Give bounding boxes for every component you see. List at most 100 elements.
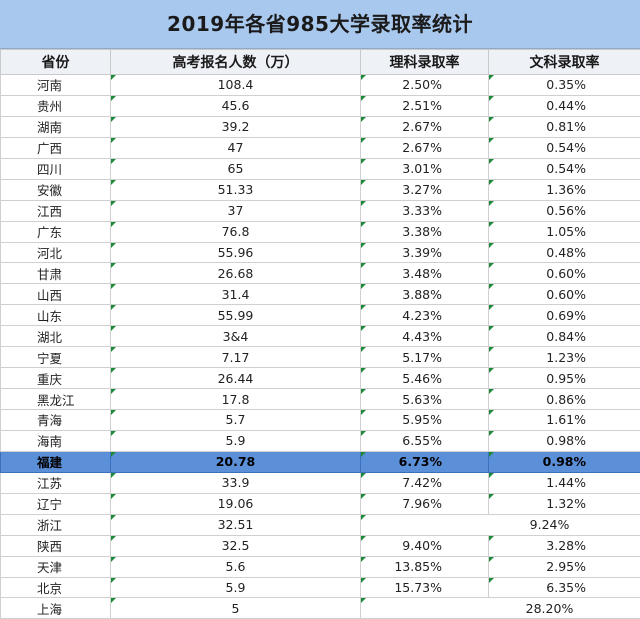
- header-province[interactable]: 省份: [1, 50, 111, 75]
- header-arts-rate[interactable]: 文科录取率: [489, 50, 640, 75]
- arts-rate-cell[interactable]: 0.44%: [489, 95, 640, 116]
- science-rate-cell[interactable]: 7.96%: [361, 493, 489, 514]
- arts-rate-cell[interactable]: 0.86%: [489, 389, 640, 410]
- province-cell[interactable]: 北京: [1, 577, 111, 598]
- science-rate-cell[interactable]: 3.27%: [361, 179, 489, 200]
- applicants-cell[interactable]: 55.96: [111, 242, 361, 263]
- science-rate-cell[interactable]: 4.23%: [361, 305, 489, 326]
- applicants-cell[interactable]: 26.68: [111, 263, 361, 284]
- province-cell[interactable]: 湖南: [1, 116, 111, 137]
- science-rate-cell[interactable]: 2.51%: [361, 95, 489, 116]
- science-rate-cell[interactable]: 9.40%: [361, 535, 489, 556]
- province-cell[interactable]: 广东: [1, 221, 111, 242]
- applicants-cell[interactable]: 5.9: [111, 430, 361, 451]
- province-cell[interactable]: 重庆: [1, 368, 111, 389]
- applicants-cell[interactable]: 37: [111, 200, 361, 221]
- province-cell[interactable]: 山东: [1, 305, 111, 326]
- applicants-cell[interactable]: 31.4: [111, 284, 361, 305]
- applicants-cell[interactable]: 65: [111, 158, 361, 179]
- arts-rate-cell[interactable]: 1.44%: [489, 472, 640, 493]
- arts-rate-cell[interactable]: 0.60%: [489, 263, 640, 284]
- applicants-cell[interactable]: 32.51: [111, 514, 361, 535]
- science-rate-cell[interactable]: 3.39%: [361, 242, 489, 263]
- science-rate-cell[interactable]: 3.38%: [361, 221, 489, 242]
- applicants-cell[interactable]: 5.7: [111, 410, 361, 431]
- science-rate-cell[interactable]: 6.73%: [361, 451, 489, 472]
- applicants-cell[interactable]: 5.9: [111, 577, 361, 598]
- province-cell[interactable]: 海南: [1, 430, 111, 451]
- province-cell[interactable]: 安徽: [1, 179, 111, 200]
- arts-rate-cell[interactable]: 1.05%: [489, 221, 640, 242]
- arts-rate-cell[interactable]: 0.98%: [489, 451, 640, 472]
- province-cell[interactable]: 浙江: [1, 514, 111, 535]
- science-rate-cell[interactable]: 3.48%: [361, 263, 489, 284]
- arts-rate-cell[interactable]: 0.60%: [489, 284, 640, 305]
- applicants-cell[interactable]: 3&4: [111, 326, 361, 347]
- arts-rate-cell[interactable]: 0.69%: [489, 305, 640, 326]
- science-rate-cell[interactable]: 4.43%: [361, 326, 489, 347]
- arts-rate-cell[interactable]: 1.61%: [489, 410, 640, 431]
- province-cell[interactable]: 天津: [1, 556, 111, 577]
- applicants-cell[interactable]: 5: [111, 598, 361, 619]
- arts-rate-cell[interactable]: 0.48%: [489, 242, 640, 263]
- province-cell[interactable]: 四川: [1, 158, 111, 179]
- province-cell[interactable]: 湖北: [1, 326, 111, 347]
- science-rate-cell[interactable]: 2.50%: [361, 75, 489, 96]
- science-rate-cell[interactable]: 15.73%: [361, 577, 489, 598]
- science-rate-cell[interactable]: 5.95%: [361, 410, 489, 431]
- header-applicants[interactable]: 高考报名人数（万）: [111, 50, 361, 75]
- science-rate-cell[interactable]: 6.55%: [361, 430, 489, 451]
- arts-rate-cell[interactable]: 1.36%: [489, 179, 640, 200]
- applicants-cell[interactable]: 76.8: [111, 221, 361, 242]
- applicants-cell[interactable]: 26.44: [111, 368, 361, 389]
- arts-rate-cell[interactable]: 0.56%: [489, 200, 640, 221]
- province-cell[interactable]: 宁夏: [1, 347, 111, 368]
- merged-rate-cell[interactable]: 9.24%: [361, 514, 640, 535]
- province-cell[interactable]: 辽宁: [1, 493, 111, 514]
- province-cell[interactable]: 福建: [1, 451, 111, 472]
- arts-rate-cell[interactable]: 0.54%: [489, 137, 640, 158]
- science-rate-cell[interactable]: 3.88%: [361, 284, 489, 305]
- applicants-cell[interactable]: 33.9: [111, 472, 361, 493]
- province-cell[interactable]: 山西: [1, 284, 111, 305]
- applicants-cell[interactable]: 47: [111, 137, 361, 158]
- arts-rate-cell[interactable]: 0.95%: [489, 368, 640, 389]
- arts-rate-cell[interactable]: 1.32%: [489, 493, 640, 514]
- applicants-cell[interactable]: 39.2: [111, 116, 361, 137]
- applicants-cell[interactable]: 51.33: [111, 179, 361, 200]
- province-cell[interactable]: 上海: [1, 598, 111, 619]
- applicants-cell[interactable]: 32.5: [111, 535, 361, 556]
- science-rate-cell[interactable]: 2.67%: [361, 116, 489, 137]
- province-cell[interactable]: 河北: [1, 242, 111, 263]
- arts-rate-cell[interactable]: 0.98%: [489, 430, 640, 451]
- applicants-cell[interactable]: 55.99: [111, 305, 361, 326]
- applicants-cell[interactable]: 5.6: [111, 556, 361, 577]
- merged-rate-cell[interactable]: 28.20%: [361, 598, 640, 619]
- science-rate-cell[interactable]: 5.63%: [361, 389, 489, 410]
- header-science-rate[interactable]: 理科录取率: [361, 50, 489, 75]
- province-cell[interactable]: 黑龙江: [1, 389, 111, 410]
- science-rate-cell[interactable]: 7.42%: [361, 472, 489, 493]
- arts-rate-cell[interactable]: 0.35%: [489, 75, 640, 96]
- province-cell[interactable]: 陕西: [1, 535, 111, 556]
- science-rate-cell[interactable]: 5.17%: [361, 347, 489, 368]
- arts-rate-cell[interactable]: 1.23%: [489, 347, 640, 368]
- applicants-cell[interactable]: 17.8: [111, 389, 361, 410]
- science-rate-cell[interactable]: 3.33%: [361, 200, 489, 221]
- science-rate-cell[interactable]: 3.01%: [361, 158, 489, 179]
- province-cell[interactable]: 甘肃: [1, 263, 111, 284]
- province-cell[interactable]: 贵州: [1, 95, 111, 116]
- applicants-cell[interactable]: 45.6: [111, 95, 361, 116]
- arts-rate-cell[interactable]: 2.95%: [489, 556, 640, 577]
- applicants-cell[interactable]: 108.4: [111, 75, 361, 96]
- province-cell[interactable]: 广西: [1, 137, 111, 158]
- arts-rate-cell[interactable]: 6.35%: [489, 577, 640, 598]
- arts-rate-cell[interactable]: 0.81%: [489, 116, 640, 137]
- arts-rate-cell[interactable]: 3.28%: [489, 535, 640, 556]
- province-cell[interactable]: 河南: [1, 75, 111, 96]
- province-cell[interactable]: 青海: [1, 410, 111, 431]
- arts-rate-cell[interactable]: 0.54%: [489, 158, 640, 179]
- science-rate-cell[interactable]: 2.67%: [361, 137, 489, 158]
- arts-rate-cell[interactable]: 0.84%: [489, 326, 640, 347]
- applicants-cell[interactable]: 20.78: [111, 451, 361, 472]
